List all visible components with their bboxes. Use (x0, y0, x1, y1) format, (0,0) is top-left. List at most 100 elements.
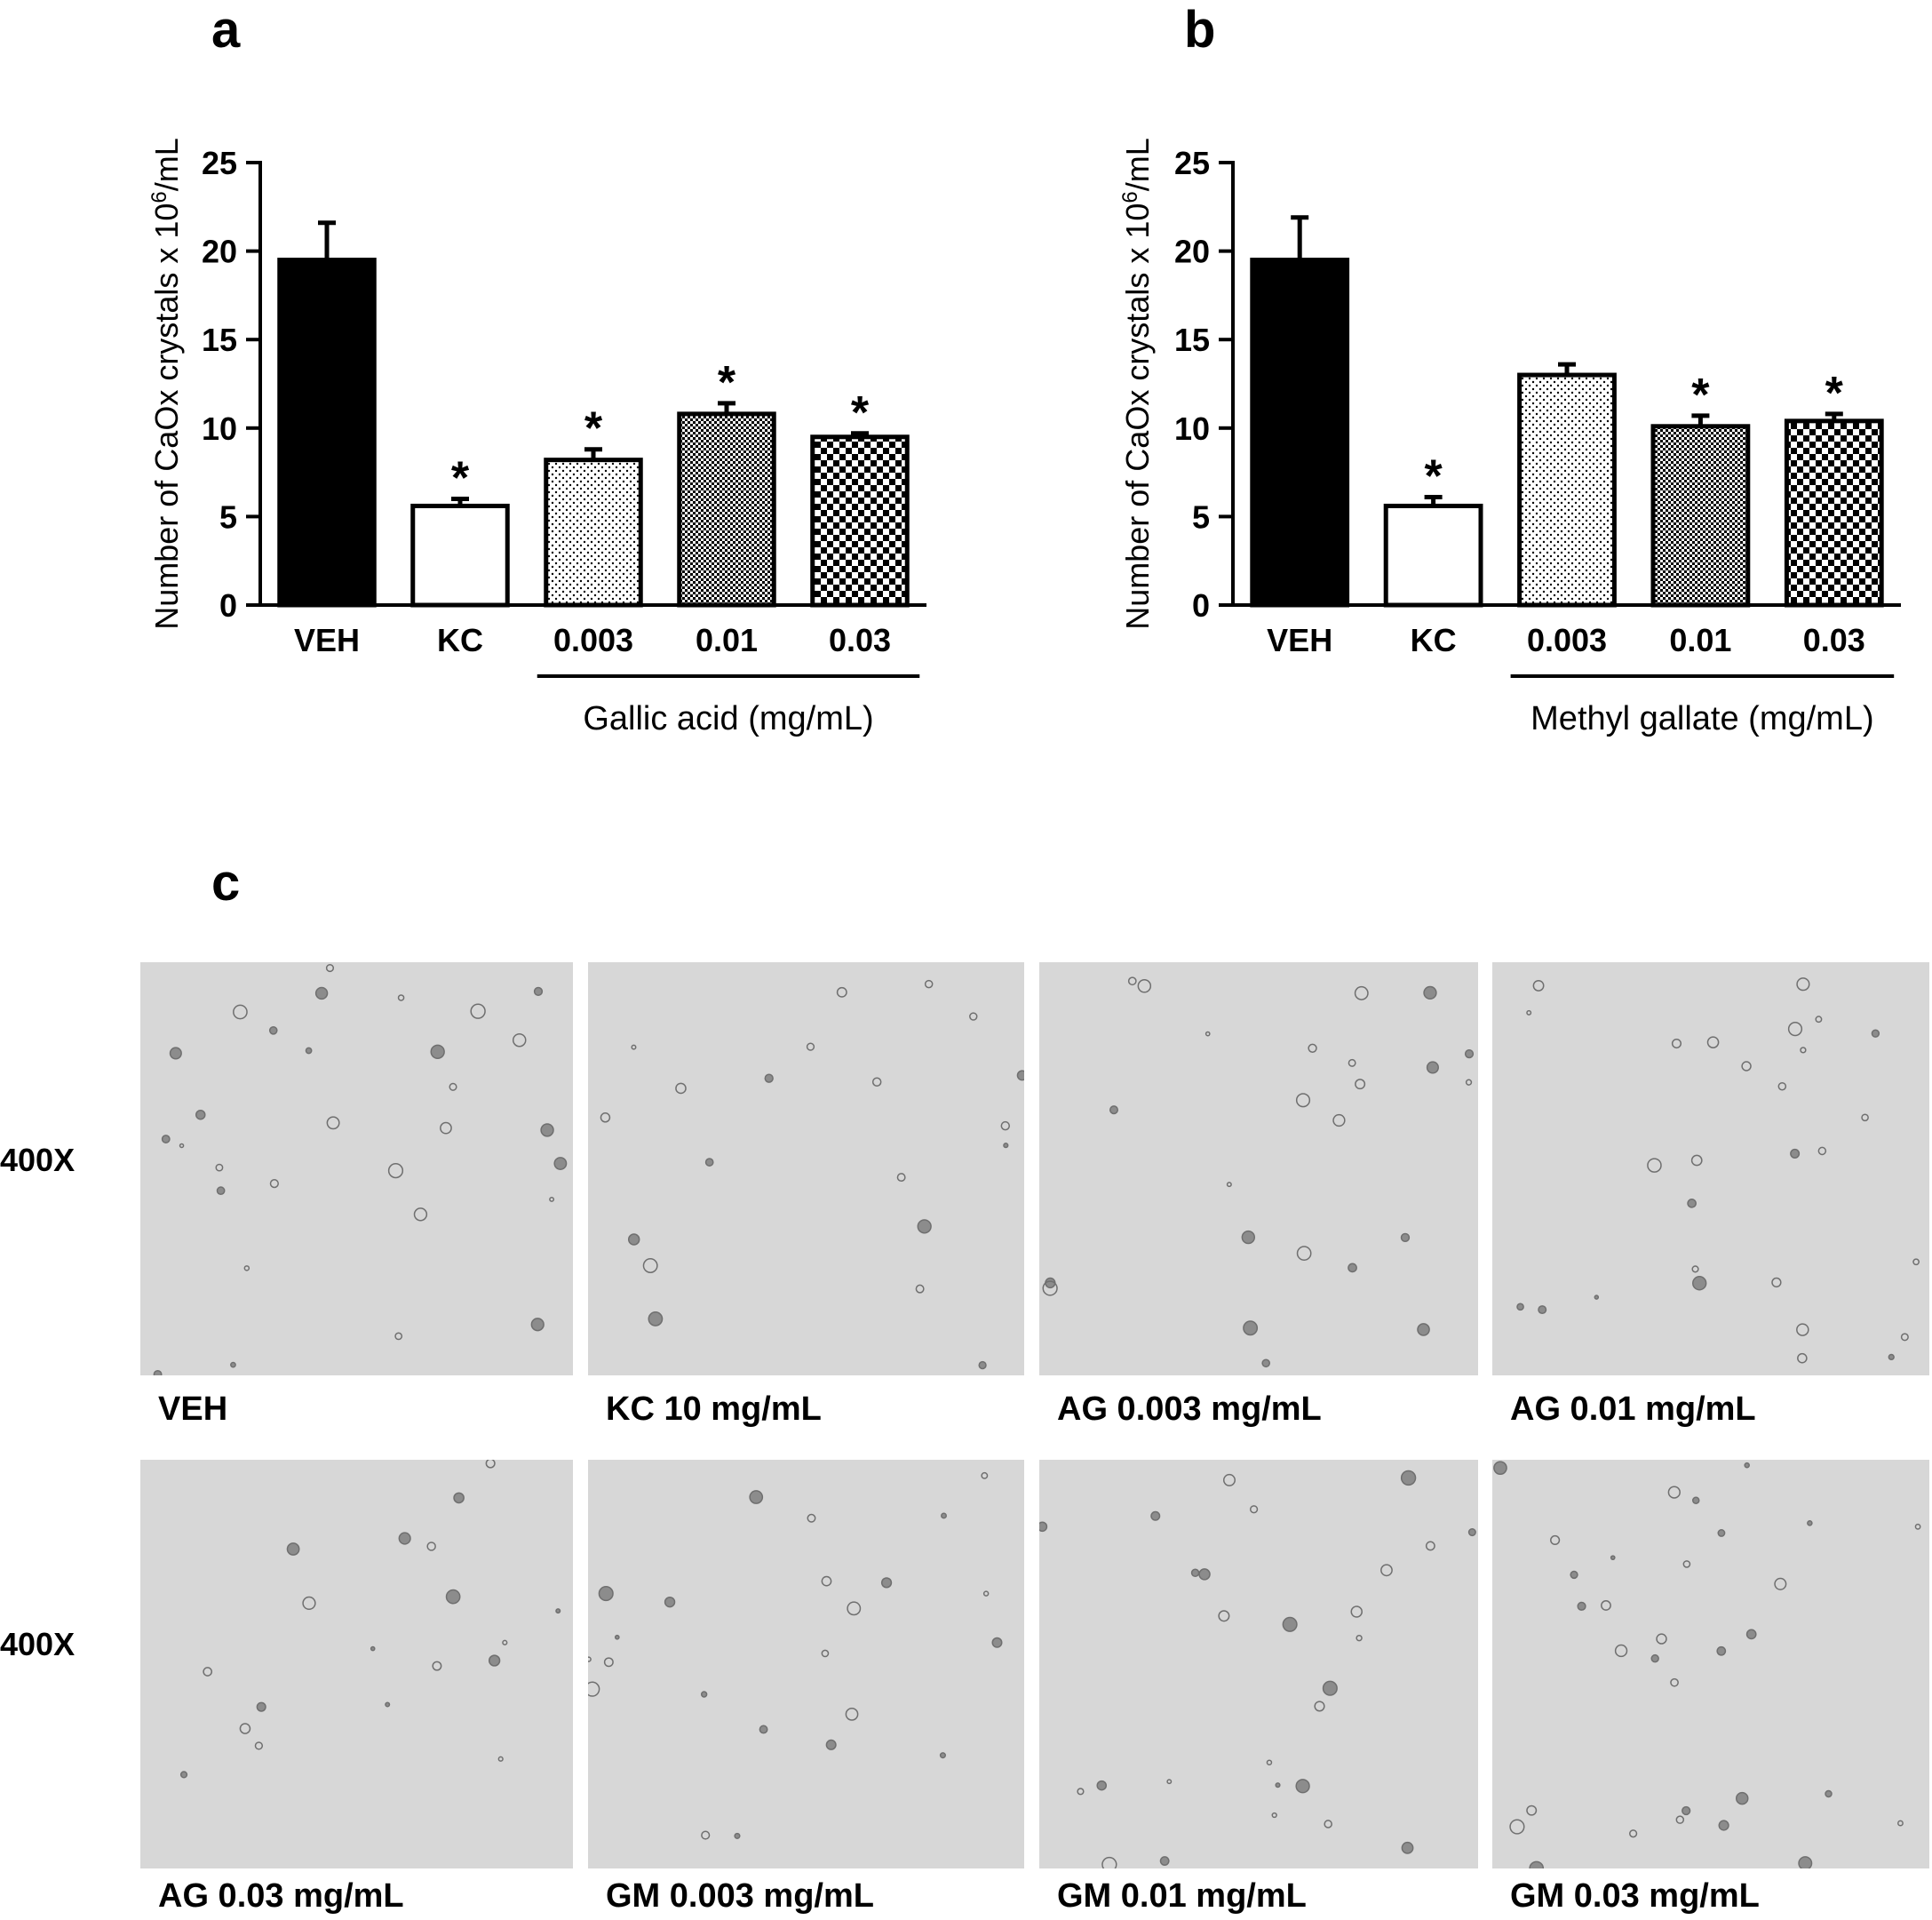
crystal-speck (675, 1082, 687, 1095)
crystal-speck (1900, 1333, 1909, 1342)
crystal-speck (555, 1608, 561, 1614)
crystal-speck (1322, 1680, 1338, 1696)
treatment-prefix: GM (1510, 1877, 1565, 1915)
crystal-speck (1745, 1629, 1757, 1640)
crystal-speck (1897, 1820, 1904, 1827)
crystal-speck (847, 1601, 862, 1616)
y-tick-label-5: 5 (1192, 498, 1210, 535)
panel-letter-c: c (211, 854, 241, 912)
crystal-speck (1691, 1265, 1699, 1273)
y-tick-label-20: 20 (202, 234, 237, 270)
crystal-speck (1777, 1081, 1787, 1091)
y-tick-label-25: 25 (1174, 145, 1210, 181)
y-tick-label-0: 0 (1192, 587, 1210, 624)
chart-b: 0 5 10 15 20 25 Number of CaOx crystals x 106/… (1118, 138, 1901, 737)
significance-marker-0.01: * (718, 357, 736, 409)
treatment-prefix: AG (158, 1877, 209, 1915)
crystal-speck (1741, 1061, 1752, 1072)
x-tick-label-0.03: 0.03 (829, 622, 891, 658)
crystal-speck (1825, 1789, 1833, 1798)
crystal-speck (1166, 1779, 1173, 1785)
crystal-speck (664, 1596, 676, 1608)
group-label: Methyl gallate (mg/mL) (1530, 700, 1873, 737)
treatment-prefix: AG (1510, 1390, 1561, 1428)
crystal-speck (1667, 1486, 1681, 1499)
panel-letter-b: b (1184, 1, 1216, 59)
crystal-speck (254, 1741, 264, 1750)
crystal-speck (759, 1725, 768, 1734)
chart-a: 0 5 10 15 20 25 Number of CaOx crystals x 106/… (147, 138, 926, 737)
crystal-speck (1190, 1568, 1200, 1578)
crystal-speck (1205, 1031, 1211, 1037)
bar-0.003 (544, 458, 643, 608)
crystal-speck (880, 1577, 893, 1589)
crystal-speck (1690, 1154, 1703, 1167)
y-tick-label-0: 0 (219, 587, 237, 624)
crystal-speck (502, 1639, 508, 1645)
crystal-speck (939, 1752, 946, 1759)
crystal-speck (239, 1723, 251, 1734)
crystal-speck (1355, 1079, 1366, 1090)
crystal-speck (1380, 1564, 1393, 1577)
x-tick-label-VEH: VEH (1267, 622, 1332, 658)
treatment-dose: 0.003 mg/mL (1108, 1390, 1322, 1428)
crystal-speck (1526, 1804, 1538, 1816)
crystal-speck (1888, 1353, 1895, 1361)
crystal-speck (825, 1739, 837, 1750)
bar-0.03 (810, 434, 910, 608)
crystal-speck (924, 979, 934, 989)
crystal-speck (394, 1332, 403, 1341)
crystal-speck (1871, 1029, 1880, 1038)
significance-marker-0.003: * (584, 403, 603, 455)
crystal-speck (981, 1471, 989, 1479)
crystal-speck (1656, 1633, 1667, 1645)
crystal-speck (1629, 1829, 1638, 1838)
crystal-speck (701, 1830, 711, 1840)
crystal-speck (1798, 1856, 1813, 1868)
y-tick-label-15: 15 (1174, 322, 1210, 358)
crystal-speck (1222, 1473, 1236, 1486)
crystal-speck (1308, 1043, 1317, 1053)
crystal-speck (1577, 1601, 1586, 1611)
treatment-dose: 0.03 mg/mL (1564, 1877, 1760, 1915)
crystal-speck (1400, 1232, 1411, 1243)
crystal-speck (1282, 1616, 1298, 1632)
treatment-prefix: GM (1057, 1877, 1112, 1915)
x-tick-label-KC: KC (1411, 622, 1457, 658)
crystal-speck (302, 1596, 316, 1611)
crystal-speck (648, 1311, 664, 1326)
treatment-dose: 0.01 mg/mL (1111, 1877, 1307, 1915)
crystal-speck (1467, 1528, 1476, 1537)
micrograph-r1-c2 (588, 962, 1024, 1375)
crystal-speck (161, 1135, 171, 1143)
crystal-speck (1000, 1120, 1011, 1131)
crystal-speck (1509, 1819, 1525, 1835)
crystal-speck (203, 1667, 213, 1677)
crystal-speck (1647, 1158, 1662, 1173)
crystal-speck (588, 1681, 600, 1697)
x-tick-label-0.01: 0.01 (696, 622, 758, 658)
crystal-specks (179, 1460, 561, 1779)
crystal-speck (1610, 1555, 1616, 1561)
crystal-speck (1691, 1276, 1707, 1291)
crystal-speck (1601, 1600, 1611, 1611)
y-axis-label-main: Number of CaOx crystals x 10 (148, 203, 185, 630)
crystal-speck (169, 1047, 182, 1060)
crystal-speck (1261, 1358, 1271, 1368)
micrograph-label-r2-c3: GM 0.01 mg/mL (1057, 1877, 1307, 1916)
crystal-speck (807, 1513, 816, 1523)
crystal-speck (485, 1460, 496, 1469)
bar-0.003 (1517, 372, 1617, 608)
crystal-speck (1016, 1070, 1024, 1081)
crystal-speck (614, 1634, 620, 1640)
crystal-speck (385, 1701, 391, 1708)
significance-marker-KC: * (451, 452, 470, 504)
micrograph-r1-c4 (1492, 962, 1929, 1375)
crystal-speck (1400, 1470, 1417, 1486)
treatment-dose: 0.03 mg/mL (209, 1877, 404, 1915)
crystal-speck (1796, 1323, 1809, 1336)
crystal-speck (1796, 977, 1810, 992)
crystal-speck (1150, 1510, 1161, 1521)
crystal-speck (305, 1047, 313, 1055)
